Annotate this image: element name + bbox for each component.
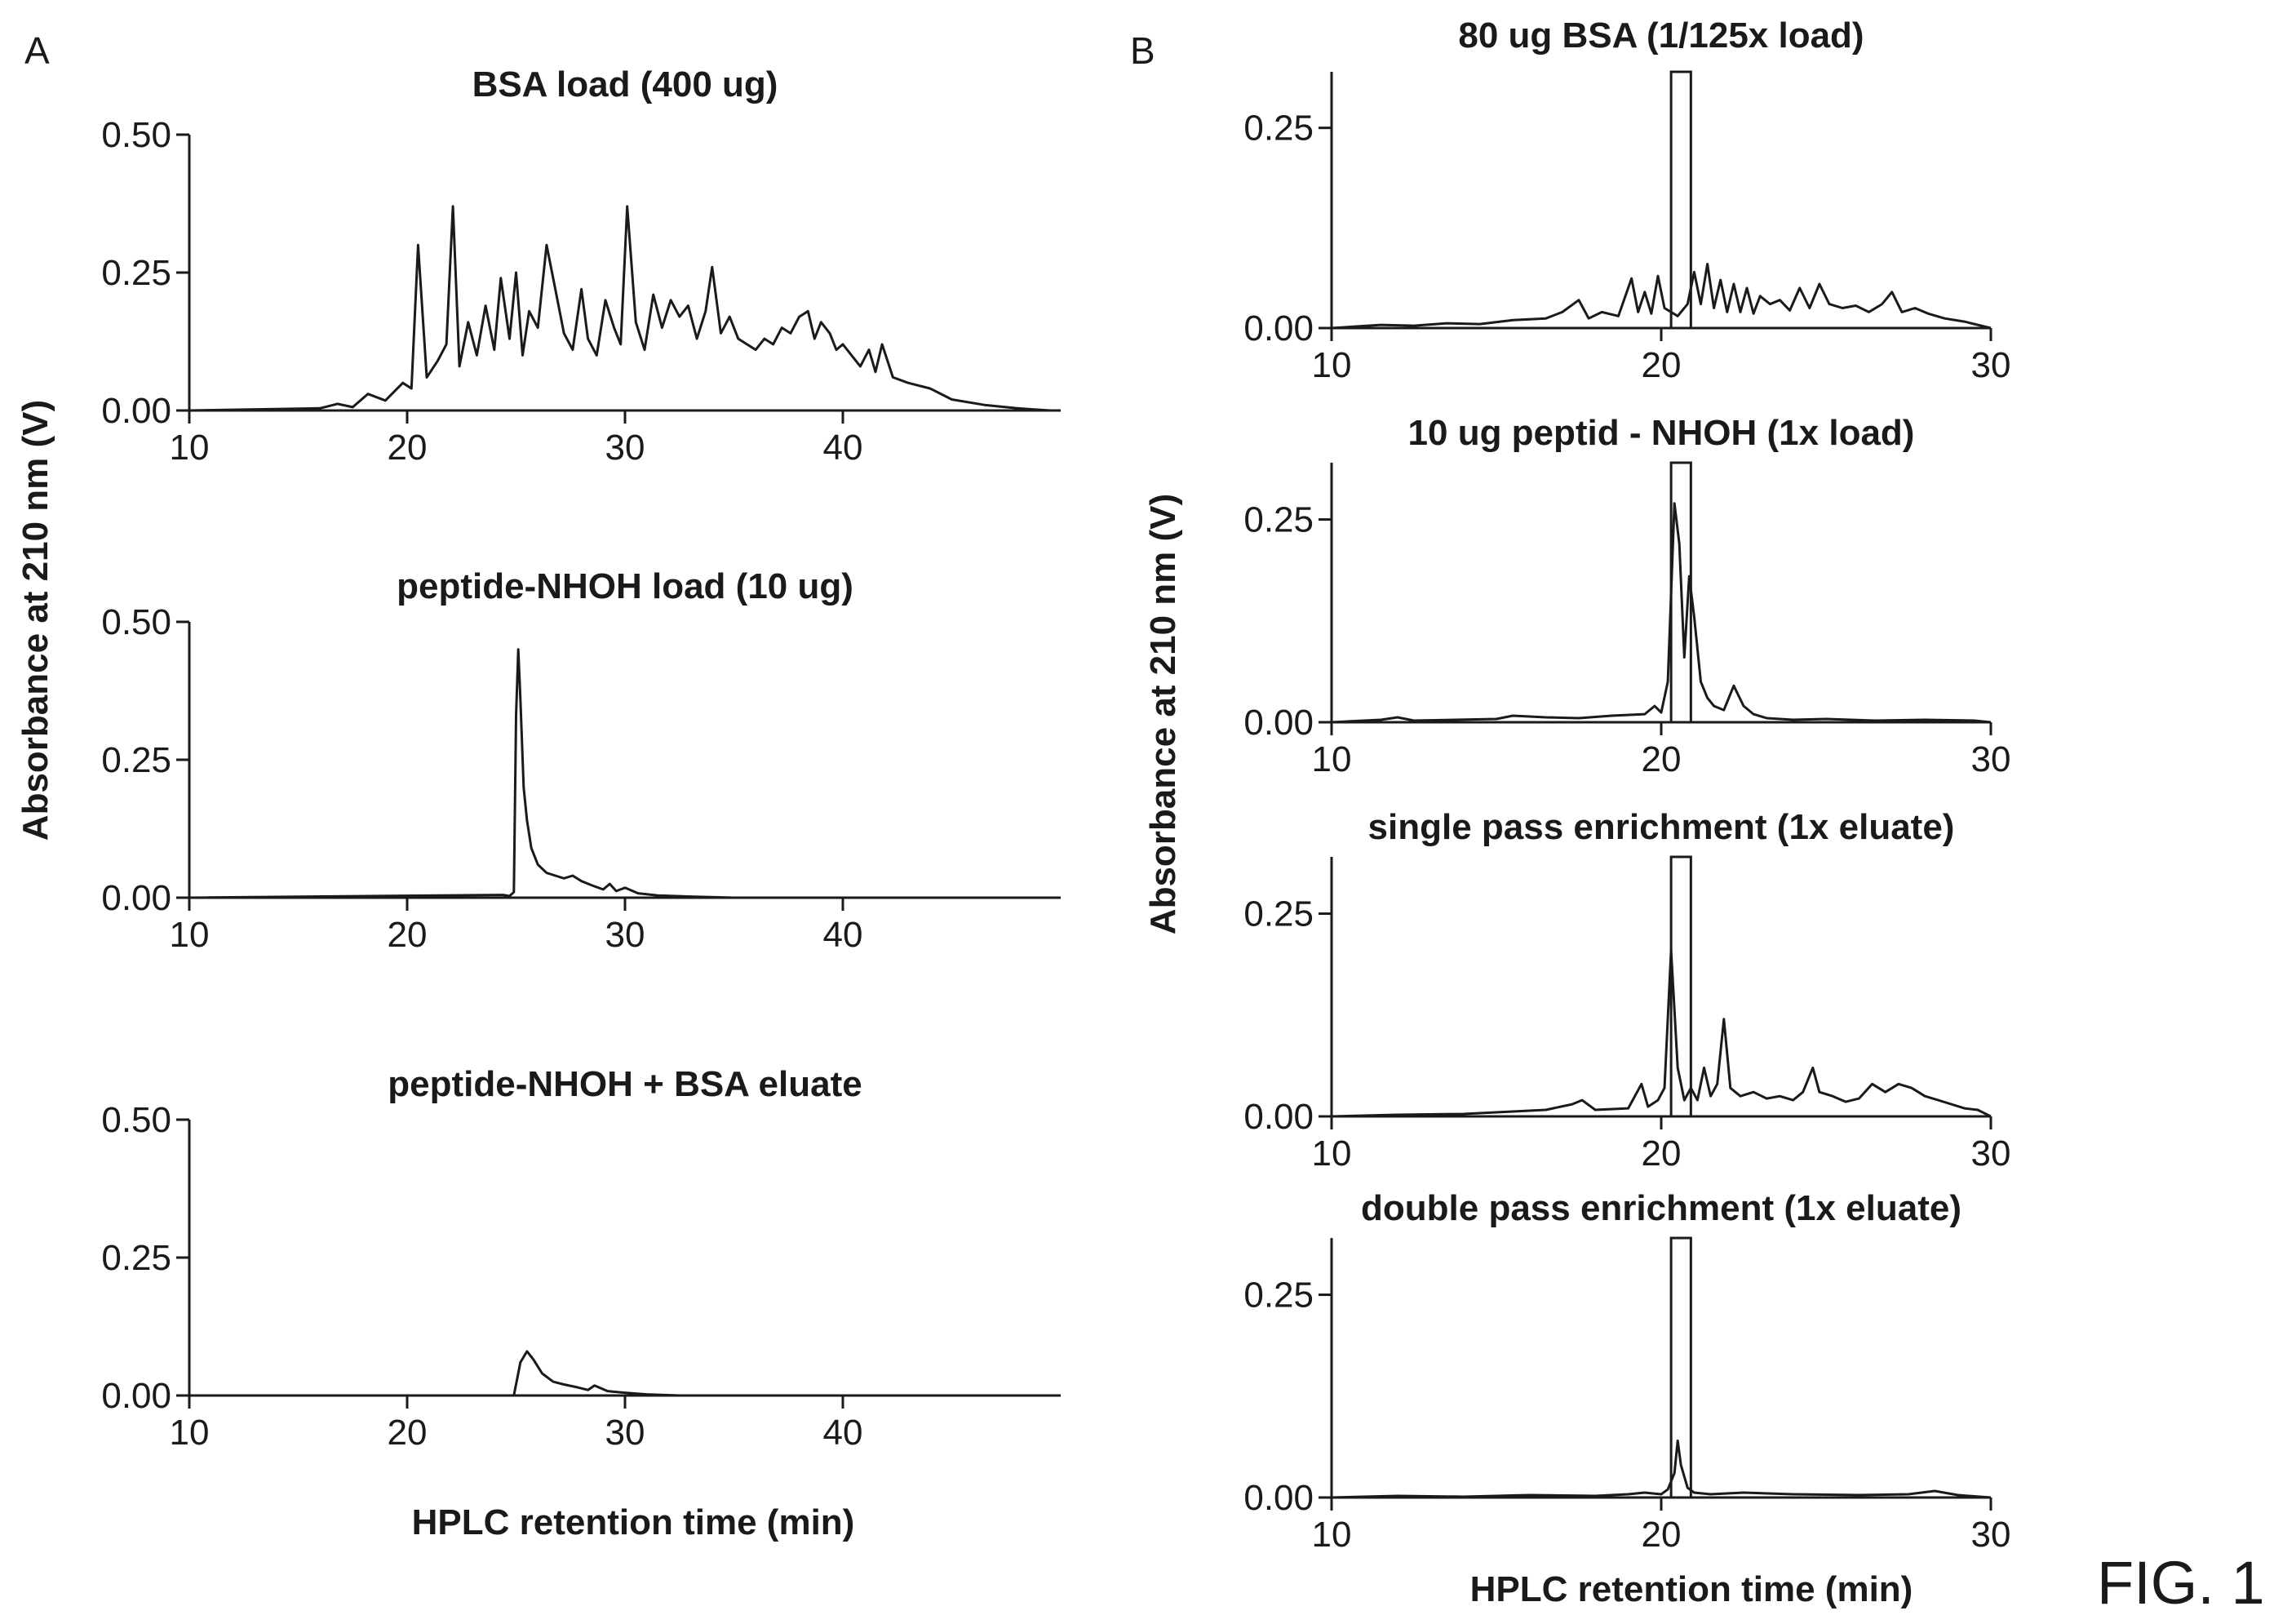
chart-3: peptide-NHOH + BSA eluate 0.00 0.25 0.50 10 2…: [101, 1064, 1061, 1453]
chromatogram-trace: [188, 648, 1061, 899]
x-tick-label: 10: [1312, 1134, 1352, 1174]
chromatogram-trace: [1331, 948, 1992, 1118]
y-tick-label: 0.00: [101, 1376, 171, 1416]
x-tick-label: 30: [1971, 345, 2011, 385]
chart-title: BSA load (400 ug): [472, 64, 778, 104]
x-tick-label: 30: [605, 428, 645, 468]
panel-b-y-axis-title: Absorbance at 210 nm (V): [1143, 494, 1183, 934]
chart-title: peptide-NHOH + BSA eluate: [388, 1064, 862, 1104]
x-tick-label: 20: [388, 1413, 428, 1453]
chart-title: single pass enrichment (1x eluate): [1368, 807, 1955, 847]
y-tick-label: 0.25: [101, 740, 171, 780]
chart-title: double pass enrichment (1x eluate): [1361, 1188, 1961, 1228]
chart-title: 10 ug peptid - NHOH (1x load): [1408, 413, 1915, 453]
chromatogram-trace: [188, 205, 1050, 412]
x-tick-label: 20: [388, 428, 428, 468]
x-tick-label: 30: [1971, 1515, 2011, 1555]
x-tick-label: 10: [170, 428, 210, 468]
y-tick-label: 0.00: [1243, 1097, 1314, 1137]
y-tick-label: 0.50: [101, 1100, 171, 1140]
chart-2: peptide-NHOH load (10 ug) 0.00 0.25 0.50 10 2…: [101, 566, 1061, 955]
y-tick-label: 0.25: [1243, 894, 1314, 934]
x-tick-label: 40: [823, 915, 863, 955]
x-tick-label: 30: [605, 1413, 645, 1453]
chromatogram-trace: [1331, 1439, 1992, 1499]
y-tick-label: 0.00: [1243, 703, 1314, 743]
x-tick-label: 10: [1312, 1515, 1352, 1555]
y-tick-label: 0.00: [101, 391, 171, 431]
y-tick-label: 0.00: [1243, 308, 1314, 348]
panel-label-b: B: [1130, 29, 1155, 72]
x-tick-label: 20: [1642, 1134, 1682, 1174]
x-tick-label: 30: [1971, 739, 2011, 779]
x-tick-label: 40: [823, 428, 863, 468]
chart-5: 10 ug peptid - NHOH (1x load) 0.00 0.25 10 2…: [1243, 413, 2010, 779]
figure-label: FIG. 1: [2097, 1549, 2265, 1617]
x-tick-label: 30: [1971, 1134, 2011, 1174]
y-tick-label: 0.25: [101, 1238, 171, 1278]
x-tick-label: 20: [1642, 739, 1682, 779]
panel-a-x-axis-title: HPLC retention time (min): [412, 1502, 855, 1542]
x-tick-label: 20: [1642, 1515, 1682, 1555]
chromatogram-trace: [1331, 263, 1992, 330]
y-tick-label: 0.50: [101, 602, 171, 642]
chart-title: 80 ug BSA (1/125x load): [1458, 16, 1864, 55]
chart-1: BSA load (400 ug) 0.00 0.25 0.50 10 20 30 40: [101, 64, 1061, 468]
collection-window-marker: [1669, 70, 1692, 330]
panel-label-a: A: [24, 29, 50, 72]
collection-window-marker: [1669, 1236, 1692, 1499]
x-tick-label: 10: [170, 1413, 210, 1453]
y-tick-label: 0.25: [1243, 500, 1314, 540]
y-tick-label: 0.25: [101, 253, 171, 293]
chart-4: 80 ug BSA (1/125x load) 0.00 0.25 10 20 30: [1243, 16, 2010, 385]
x-tick-label: 10: [170, 915, 210, 955]
x-tick-label: 40: [823, 1413, 863, 1453]
y-tick-label: 0.50: [101, 115, 171, 155]
collection-window-marker: [1669, 855, 1692, 1118]
chart-7: double pass enrichment (1x eluate) 0.00 0.…: [1243, 1188, 2010, 1555]
y-tick-label: 0.00: [1243, 1478, 1314, 1518]
x-tick-label: 30: [605, 915, 645, 955]
panel-a-y-axis-title: Absorbance at 210 nm (V): [16, 400, 55, 841]
x-tick-label: 20: [388, 915, 428, 955]
chromatogram-trace: [1331, 502, 1992, 724]
chart-title: peptide-NHOH load (10 ug): [397, 566, 853, 606]
chromatogram-trace: [189, 1350, 1061, 1397]
x-tick-label: 10: [1312, 345, 1352, 385]
x-tick-label: 10: [1312, 739, 1352, 779]
y-tick-label: 0.00: [101, 878, 171, 918]
y-tick-label: 0.25: [1243, 1276, 1314, 1316]
chart-6: single pass enrichment (1x eluate) 0.00 0.…: [1243, 807, 2010, 1174]
x-tick-label: 20: [1642, 345, 1682, 385]
panel-b-x-axis-title: HPLC retention time (min): [1470, 1569, 1913, 1609]
y-tick-label: 0.25: [1243, 109, 1314, 149]
